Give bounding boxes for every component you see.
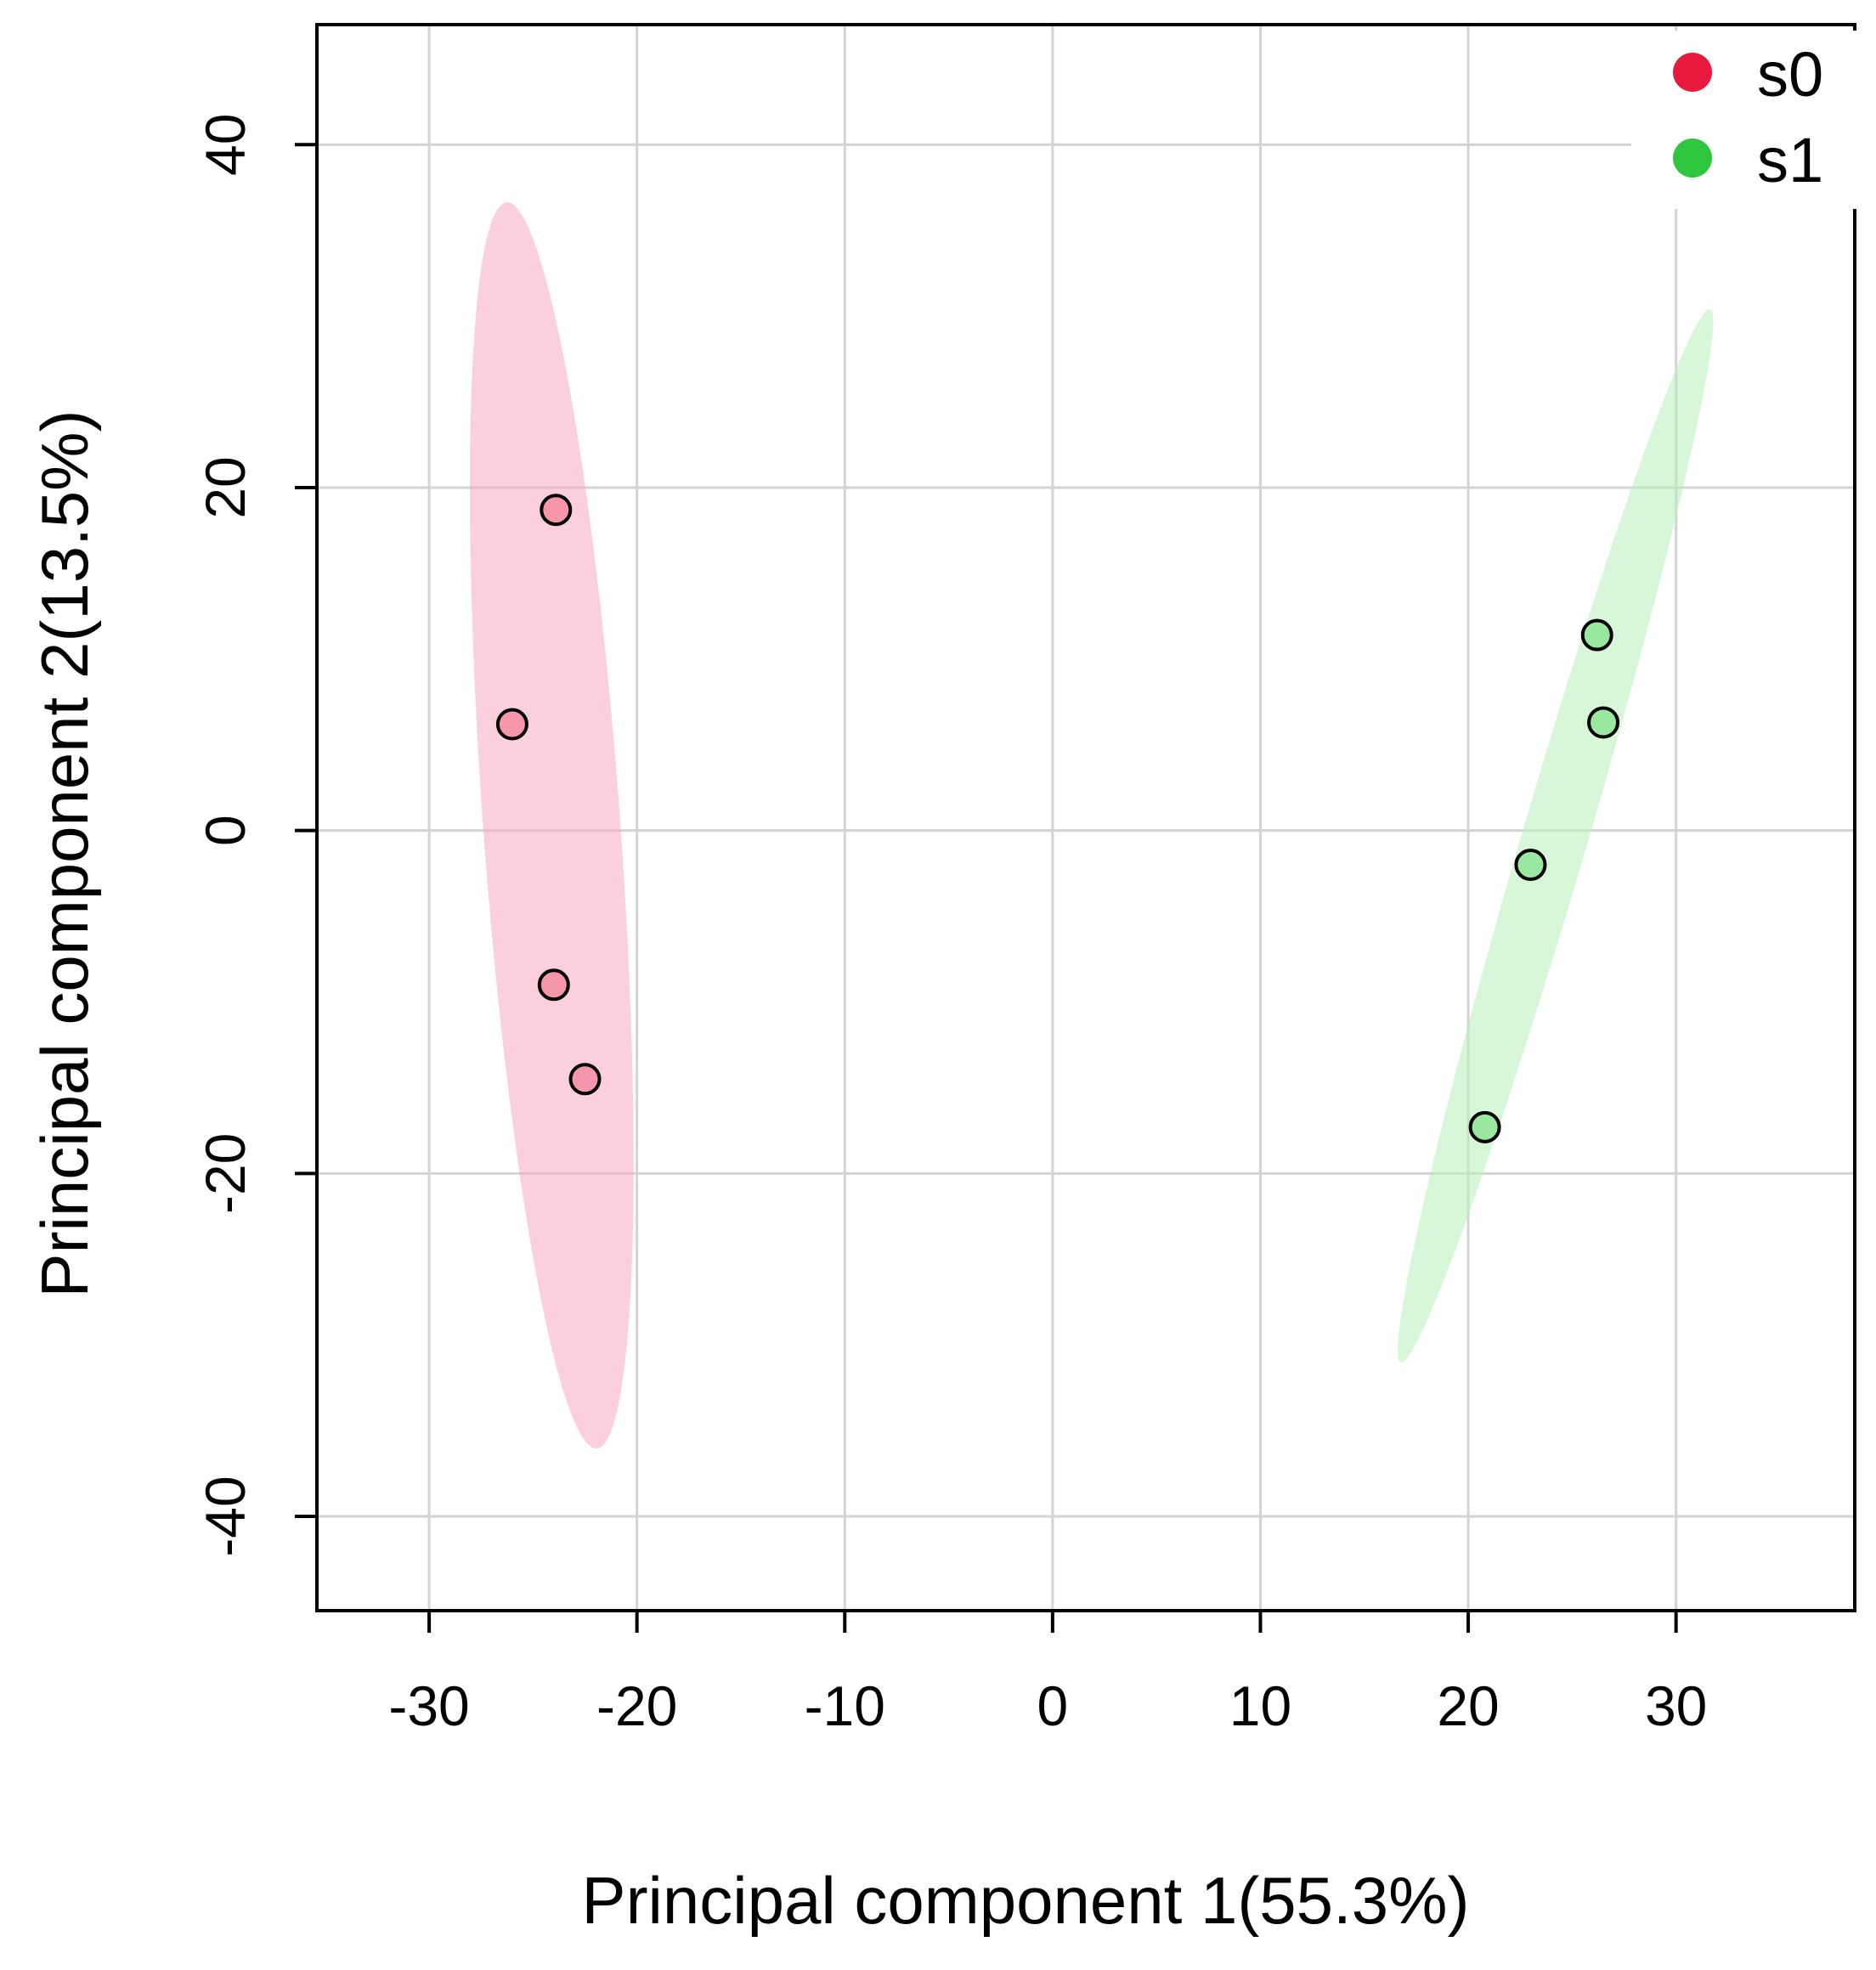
point-s1-3 bbox=[1468, 1110, 1501, 1143]
legend-marker-s1 bbox=[1673, 138, 1712, 178]
y-tick-label-3: 20 bbox=[194, 456, 257, 518]
y-axis-ticks: -40 -20 0 20 40 bbox=[194, 114, 317, 1557]
point-s1-0 bbox=[1580, 618, 1613, 652]
y-axis-title: Principal component 2(13.5%) bbox=[27, 410, 102, 1298]
x-tick-label-0: -30 bbox=[388, 1674, 469, 1737]
point-s1-2 bbox=[1514, 849, 1547, 882]
point-s0-2 bbox=[537, 968, 570, 1002]
y-tick-label-4: 40 bbox=[194, 114, 257, 176]
x-tick-label-2: -10 bbox=[805, 1674, 885, 1737]
ellipse-s0 bbox=[470, 202, 634, 1448]
confidence-ellipses bbox=[470, 202, 1714, 1448]
point-s0-3 bbox=[568, 1063, 602, 1096]
legend-marker-s0 bbox=[1673, 53, 1712, 92]
y-tick-label-0: -40 bbox=[194, 1476, 257, 1556]
data-points bbox=[495, 494, 1620, 1143]
ellipse-s1 bbox=[1398, 308, 1714, 1363]
x-tick-label-6: 30 bbox=[1645, 1674, 1707, 1737]
x-tick-label-1: -20 bbox=[596, 1674, 677, 1737]
x-axis-ticks: -30 -20 -10 0 10 20 30 bbox=[388, 1611, 1707, 1737]
y-tick-label-1: -20 bbox=[194, 1133, 257, 1214]
point-s1-1 bbox=[1587, 706, 1620, 739]
x-tick-label-3: 0 bbox=[1037, 1674, 1069, 1737]
legend: s0 s1 bbox=[1631, 31, 1857, 209]
x-tick-label-5: 20 bbox=[1437, 1674, 1499, 1737]
y-tick-label-2: 0 bbox=[194, 815, 257, 846]
point-s0-0 bbox=[540, 494, 573, 527]
plot-frame bbox=[315, 23, 1856, 1612]
legend-background bbox=[1631, 31, 1857, 209]
legend-label-s1: s1 bbox=[1757, 125, 1823, 195]
point-s0-1 bbox=[495, 708, 528, 741]
x-tick-label-4: 10 bbox=[1229, 1674, 1291, 1737]
legend-label-s0: s0 bbox=[1757, 39, 1823, 110]
x-axis-title: Principal component 1(55.3%) bbox=[582, 1863, 1470, 1938]
